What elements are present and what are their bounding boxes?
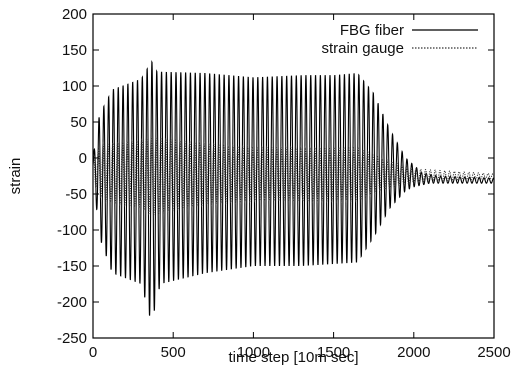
y-axis-label: strain xyxy=(7,158,24,195)
y-tick-label: -150 xyxy=(57,258,87,275)
x-axis-ticks: 0 500 1000 1500 2000 2500 xyxy=(89,14,511,361)
y-tick-label: 50 xyxy=(70,114,87,131)
x-tick-label: 500 xyxy=(161,344,186,361)
y-axis-ticks: -250 -200 -150 -100 -50 0 50 100 150 200 xyxy=(57,6,494,347)
y-tick-label: 150 xyxy=(62,42,87,59)
y-tick-label: 100 xyxy=(62,78,87,95)
x-tick-label: 0 xyxy=(89,344,97,361)
y-tick-label: -50 xyxy=(65,186,87,203)
x-tick-label: 1500 xyxy=(317,344,350,361)
y-tick-label: -100 xyxy=(57,222,87,239)
series-line-strain-gauge xyxy=(93,136,494,216)
legend-label: strain gauge xyxy=(321,40,404,57)
legend-label: FBG fiber xyxy=(340,22,404,39)
plot-series xyxy=(93,59,494,316)
y-tick-label: -250 xyxy=(57,330,87,347)
plot-frame xyxy=(92,13,495,339)
y-tick-label: 200 xyxy=(62,6,87,23)
x-axis-label: time step [10m sec] xyxy=(228,349,358,366)
y-tick-label: -200 xyxy=(57,294,87,311)
x-tick-label: 2000 xyxy=(397,344,430,361)
x-tick-label: 1000 xyxy=(237,344,270,361)
x-tick-label: 2500 xyxy=(477,344,510,361)
y-tick-label: 0 xyxy=(79,150,87,167)
